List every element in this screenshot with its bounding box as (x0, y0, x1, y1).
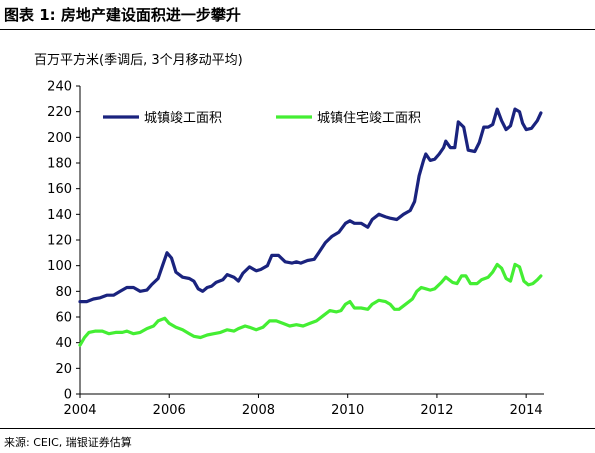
y-tick-label: 160 (47, 182, 72, 197)
x-tick-label: 2014 (510, 403, 543, 418)
y-axis-label: 百万平方米(季调后, 3个月移动平均) (34, 53, 243, 68)
x-tick-label: 2008 (242, 403, 275, 418)
chart-series (78, 107, 543, 347)
y-tick-label: 40 (55, 336, 72, 351)
x-tick-label: 2004 (63, 403, 96, 418)
y-tick-label: 60 (55, 311, 72, 326)
chart-axes (79, 86, 544, 395)
y-tick-label: 180 (47, 157, 72, 172)
y-tick-label: 140 (47, 208, 72, 223)
series-line-1 (78, 107, 543, 304)
x-tick-label: 2006 (153, 403, 186, 418)
title-rule (0, 29, 595, 30)
y-tick-label: 200 (47, 131, 72, 146)
chart-ticks: 0 20 40 60 80 100 120 140 160 180 200 220 240 2004 200… (47, 80, 543, 419)
series-line-2 (78, 262, 543, 347)
y-tick-label: 100 (47, 259, 72, 274)
y-tick-label: 80 (55, 285, 72, 300)
y-tick-label: 220 (47, 105, 72, 120)
chart-legend: 城镇竣工面积 城镇住宅竣工面积 (103, 111, 421, 126)
x-tick-label: 2012 (420, 403, 453, 418)
source-rule (0, 428, 595, 429)
source-note: 来源: CEIC, 瑞银证券估算 (4, 436, 132, 449)
y-tick-label: 0 (64, 388, 72, 403)
legend-label-2: 城镇住宅竣工面积 (317, 111, 421, 126)
y-tick-label: 240 (47, 80, 72, 95)
y-tick-label: 20 (55, 362, 72, 377)
y-tick-label: 120 (47, 234, 72, 249)
legend-label-1: 城镇竣工面积 (144, 111, 222, 126)
x-tick-label: 2010 (331, 403, 364, 418)
figure-title: 图表 1: 房地产建设面积进一步攀升 (4, 6, 241, 24)
